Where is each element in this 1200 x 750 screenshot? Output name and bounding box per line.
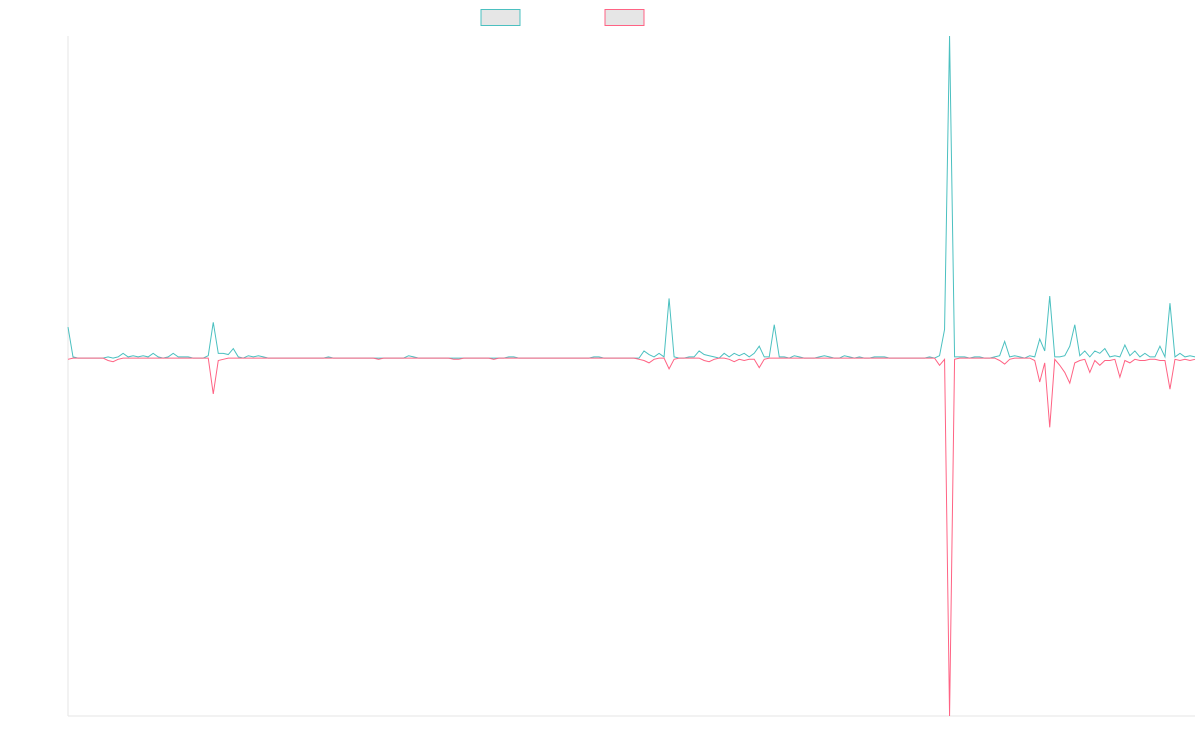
plot-area <box>67 35 1196 717</box>
legend <box>480 9 645 26</box>
legend-swatch-1[interactable] <box>480 9 521 26</box>
series-line-2 <box>67 357 1196 717</box>
series-line-1 <box>67 35 1196 359</box>
legend-swatch-2[interactable] <box>604 9 645 26</box>
